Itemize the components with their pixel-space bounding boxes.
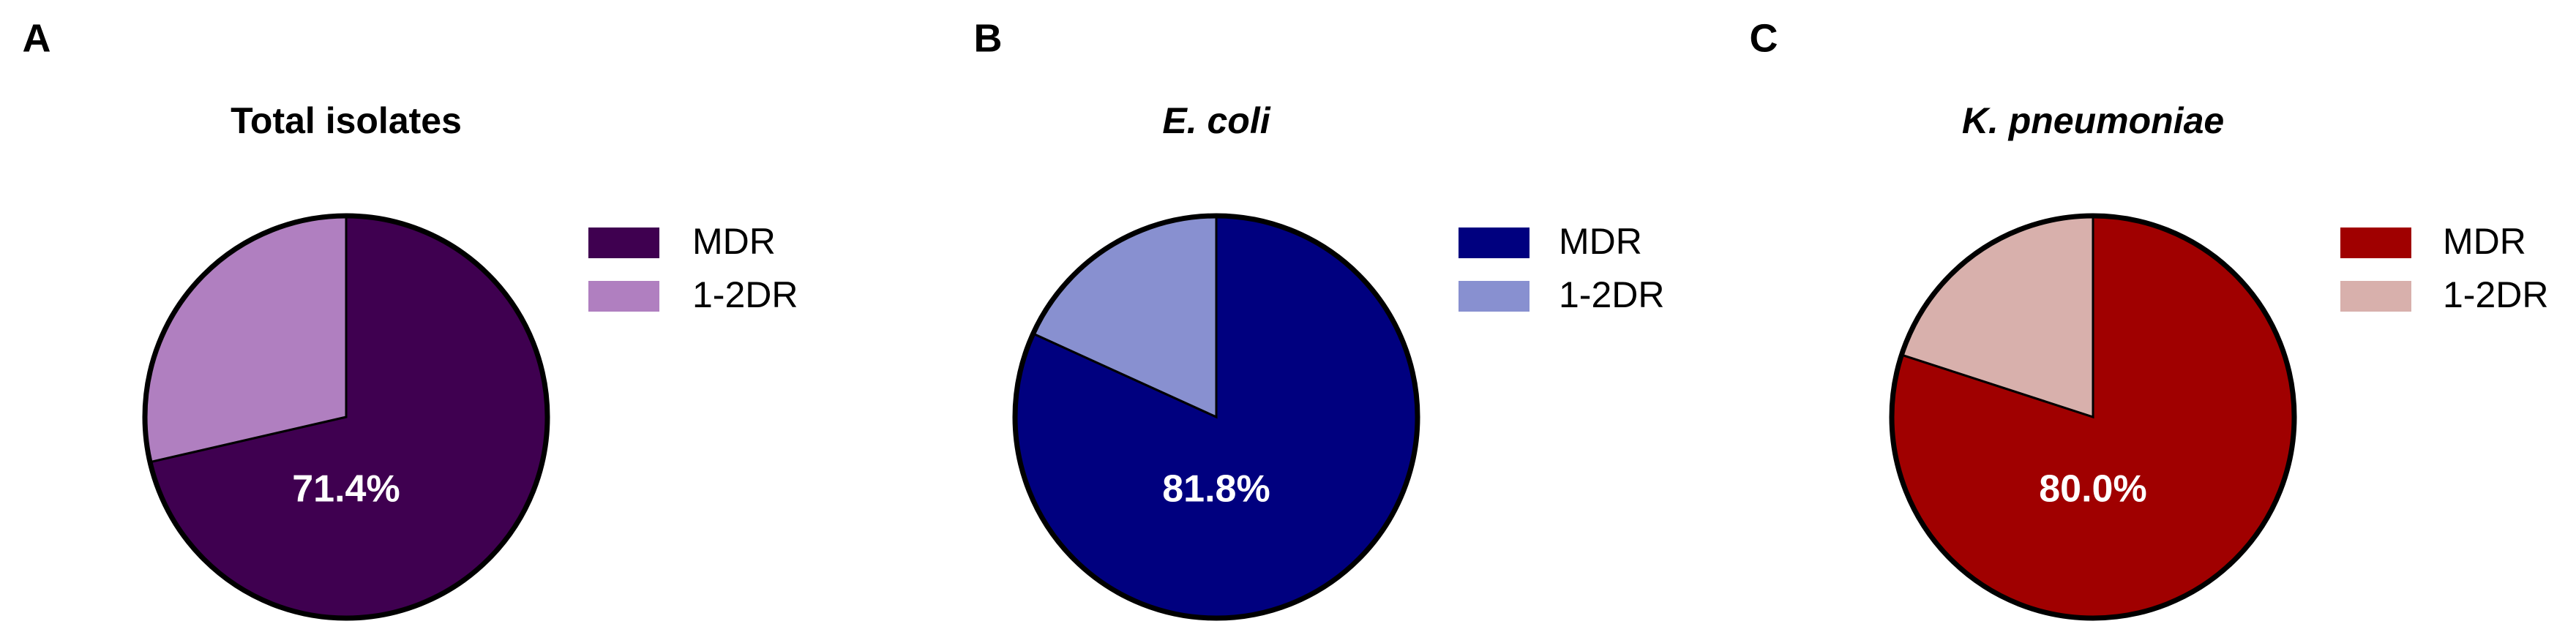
legend-swatch bbox=[1459, 281, 1530, 312]
legend-swatch bbox=[2340, 281, 2411, 312]
legend-label: MDR bbox=[1559, 221, 1642, 262]
legend-label: 1-2DR bbox=[1559, 274, 1664, 315]
pie-outline bbox=[1889, 213, 2297, 621]
legend-swatch bbox=[588, 281, 659, 312]
value-label: 81.8% bbox=[1162, 468, 1270, 511]
chart-title: Total isolates bbox=[231, 100, 462, 141]
legend-label: MDR bbox=[2443, 221, 2526, 262]
panel-letter: C bbox=[1750, 16, 1778, 60]
legend-swatch bbox=[2340, 228, 2411, 258]
value-label: 71.4% bbox=[292, 468, 400, 511]
panel-letter: A bbox=[23, 16, 51, 60]
legend-swatch bbox=[588, 228, 659, 258]
chart-title: K. pneumoniae bbox=[1962, 100, 2224, 141]
value-label: 80.0% bbox=[2039, 468, 2146, 511]
legend-label: MDR bbox=[692, 221, 776, 262]
pie-outline bbox=[1012, 213, 1420, 621]
pie-outline bbox=[142, 213, 550, 621]
chart-title: E. coli bbox=[1162, 100, 1270, 141]
legend-label: 1-2DR bbox=[2443, 274, 2548, 315]
panel-letter: B bbox=[974, 16, 1003, 60]
legend-label: 1-2DR bbox=[692, 274, 798, 315]
legend-swatch bbox=[1459, 228, 1530, 258]
